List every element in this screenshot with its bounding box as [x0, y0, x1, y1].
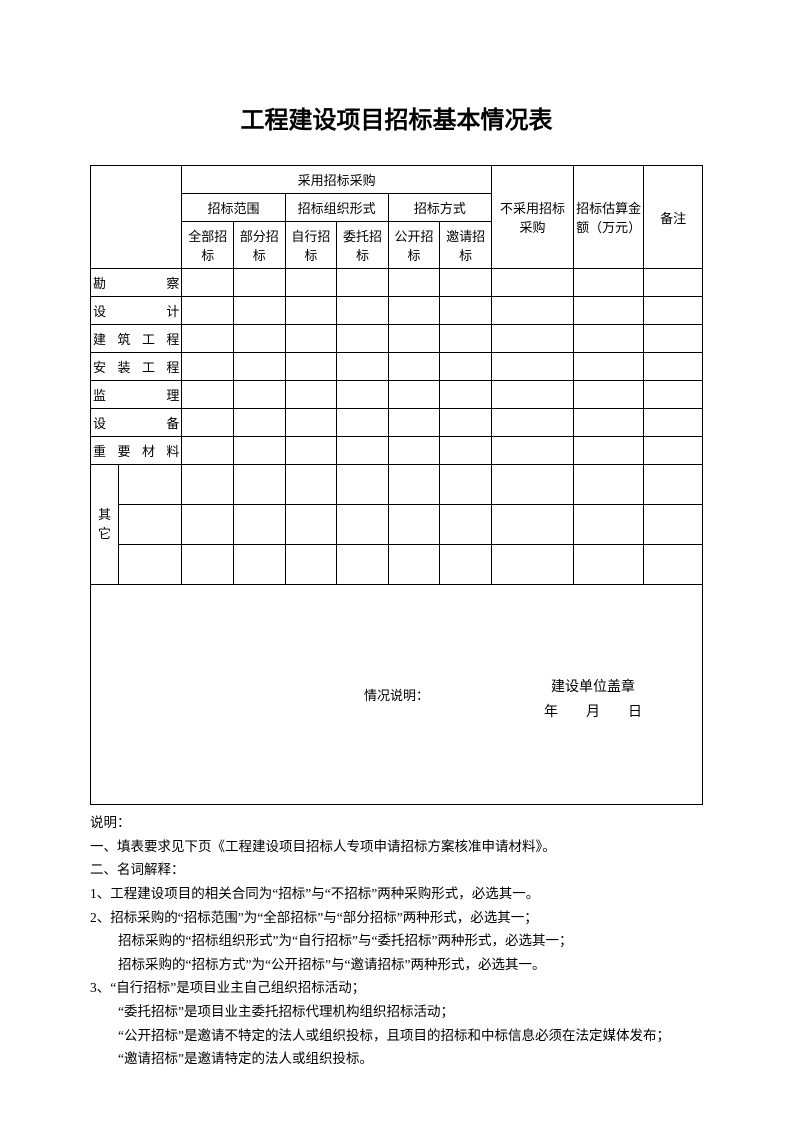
stamp-block: 建设单位盖章 年 月 日	[544, 675, 642, 725]
row-material: 重要材料	[91, 437, 182, 465]
notes-n2: 2、招标采购的“招标范围”为“全部招标”与“部分招标”两种形式，必选其一；	[90, 906, 703, 930]
desc-label: 情况说明：	[364, 688, 429, 703]
row-supervise: 监 理	[91, 381, 182, 409]
notes-n2c: 招标采购的“招标方式”为“公开招标”与“邀请招标”两种形式，必选其一。	[90, 953, 703, 977]
row-design: 设 计	[91, 297, 182, 325]
header-method-invite: 邀请招标	[440, 222, 492, 269]
header-scope: 招标范围	[182, 194, 285, 222]
header-scope-part: 部分招标	[234, 222, 286, 269]
notes-n3b: “委托招标”是项目业主委托招标代理机构组织招标活动；	[90, 1000, 703, 1024]
header-scope-all: 全部招标	[182, 222, 234, 269]
bidding-table: 采用招标采购 不采用招标采购 招标估算金额（万元） 备注 招标范围 招标组织形式…	[90, 165, 703, 805]
row-build: 建筑工程	[91, 325, 182, 353]
notes-n3d: “邀请招标”是邀请特定的法人或组织投标。	[90, 1047, 703, 1071]
header-procure: 采用招标采购	[182, 166, 492, 194]
notes-section: 说明： 一、填表要求见下页《工程建设项目招标人专项申请招标方案核准申请材料》。 …	[90, 811, 703, 1071]
notes-n3: 3、“自行招标”是项目业主自己组织招标活动；	[90, 976, 703, 1000]
row-equip: 设 备	[91, 409, 182, 437]
notes-n2b: 招标采购的“招标组织形式”为“自行招标”与“委托招标”两种形式，必选其一；	[90, 929, 703, 953]
row-other: 其它	[91, 465, 119, 585]
row-survey: 勘 察	[91, 269, 182, 297]
header-org-self: 自行招标	[285, 222, 337, 269]
header-amount: 招标估算金额（万元）	[573, 166, 643, 269]
header-method: 招标方式	[388, 194, 491, 222]
notes-n3c: “公开招标”是邀请不特定的法人或组织投标，且项目的招标和中标信息必须在法定媒体发…	[90, 1024, 703, 1048]
header-remark: 备注	[644, 166, 703, 269]
header-method-open: 公开招标	[388, 222, 440, 269]
notes-l2: 二、名词解释：	[90, 858, 703, 882]
notes-head: 说明：	[90, 811, 703, 835]
stamp-date: 年 月 日	[544, 700, 642, 725]
stamp-unit: 建设单位盖章	[544, 675, 642, 700]
description-cell: 情况说明： 建设单位盖章 年 月 日	[91, 585, 703, 805]
page-title: 工程建设项目招标基本情况表	[90, 100, 703, 135]
header-orgform: 招标组织形式	[285, 194, 388, 222]
notes-n1: 1、工程建设项目的相关合同为“招标”与“不招标”两种采购形式，必选其一。	[90, 882, 703, 906]
header-nouse: 不采用招标采购	[491, 166, 573, 269]
row-install: 安装工程	[91, 353, 182, 381]
header-org-agent: 委托招标	[337, 222, 389, 269]
notes-l1: 一、填表要求见下页《工程建设项目招标人专项申请招标方案核准申请材料》。	[90, 835, 703, 859]
